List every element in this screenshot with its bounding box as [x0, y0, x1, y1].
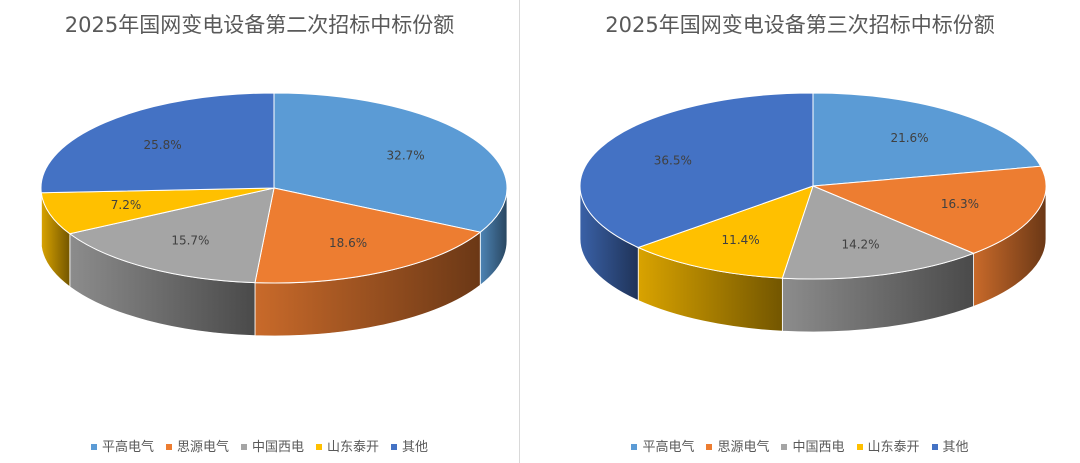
chart-title: 2025年国网变电设备第二次招标中标份额	[64, 13, 455, 37]
chart-title: 2025年国网变电设备第三次招标中标份额	[605, 13, 995, 37]
chart-panel-third-tender: 2025年国网变电设备第三次招标中标份额 21.6% 16.3% 14.2% 11.4…	[520, 0, 1080, 463]
legend-item-slice-1: 平高电气	[90, 436, 154, 455]
legend-label: 平高电气	[642, 440, 695, 455]
data-label-slice-3: 14.2%	[841, 237, 879, 251]
pie-slice-slice-5	[579, 92, 814, 249]
legend-item-slice-5: 其他	[931, 436, 969, 455]
pie-slice-slice-3	[781, 185, 975, 280]
data-label-slice-1: 21.6%	[890, 131, 928, 145]
pie-slice-slice-2	[812, 165, 1047, 254]
legend-label: 中国西电	[792, 440, 845, 455]
legend-item-slice-3: 中国西电	[240, 436, 304, 455]
legend-label: 平高电气	[101, 440, 154, 455]
legend-item-slice-2: 思源电气	[706, 436, 769, 455]
data-labels: 32.7% 18.6% 15.7% 7.2% 25.8%	[111, 138, 425, 250]
legend-item-slice-1: 平高电气	[631, 436, 694, 455]
pie-slices	[40, 92, 508, 284]
legend-label: 其他	[942, 440, 969, 455]
pie-slice-slice-3	[68, 187, 275, 284]
legend-swatch	[316, 443, 322, 450]
pie-slice-slice-4	[636, 185, 814, 279]
legend-swatch	[706, 443, 713, 450]
pie-slice-slice-2	[254, 187, 482, 284]
legend-swatch	[856, 443, 863, 450]
legend-label: 中国西电	[251, 440, 304, 455]
legend-swatch	[90, 443, 97, 450]
legend-swatch	[631, 443, 638, 450]
data-label-slice-1: 32.7%	[387, 149, 425, 163]
chart-legend: 平高电气 思源电气 中国西电 山东泰开 其他	[0, 436, 519, 455]
legend-item-slice-4: 山东泰开	[316, 436, 379, 455]
data-label-slice-5: 36.5%	[654, 154, 692, 168]
legend-item-slice-5: 其他	[391, 436, 428, 455]
data-labels: 21.6% 16.3% 14.2% 11.4% 36.5%	[654, 131, 979, 251]
legend-swatch	[391, 443, 398, 450]
data-label-slice-2: 18.6%	[329, 236, 367, 250]
pie-slice-slice-5	[40, 92, 275, 194]
chart-panel-second-tender: 2025年国网变电设备第二次招标中标份额 32.7% 18.6% 15.7% 7.2%…	[0, 0, 519, 463]
legend-swatch	[240, 443, 247, 450]
legend-swatch	[931, 443, 938, 450]
data-label-slice-3: 15.7%	[171, 234, 209, 248]
legend-item-slice-3: 中国西电	[781, 436, 845, 455]
panel-divider	[519, 0, 520, 463]
data-label-slice-4: 11.4%	[722, 233, 760, 247]
legend-item-slice-2: 思源电气	[165, 436, 229, 455]
pie-slice-slice-4	[40, 187, 275, 235]
legend-label: 山东泰开	[327, 440, 380, 455]
data-label-slice-2: 16.3%	[941, 197, 979, 211]
data-label-slice-5: 25.8%	[144, 138, 182, 152]
legend-swatch	[165, 443, 172, 450]
pie-slices	[579, 92, 1047, 280]
legend-item-slice-4: 山东泰开	[856, 436, 920, 455]
chart-legend: 平高电气 思源电气 中国西电 山东泰开 其他	[520, 436, 1080, 455]
legend-swatch	[781, 443, 788, 450]
legend-label: 其他	[402, 440, 429, 455]
legend-label: 思源电气	[176, 440, 229, 455]
legend-label: 思源电气	[717, 440, 770, 455]
pie-slice-slice-1	[812, 92, 1042, 187]
legend-label: 山东泰开	[867, 440, 920, 455]
data-label-slice-4: 7.2%	[111, 198, 142, 212]
pie-slice-slice-1	[273, 92, 508, 233]
pie-sides	[579, 185, 1047, 333]
pie-chart-second-tender: 32.7% 18.6% 15.7% 7.2% 25.8%	[40, 92, 508, 337]
pie-chart-third-tender: 21.6% 16.3% 14.2% 11.4% 36.5%	[579, 92, 1047, 333]
